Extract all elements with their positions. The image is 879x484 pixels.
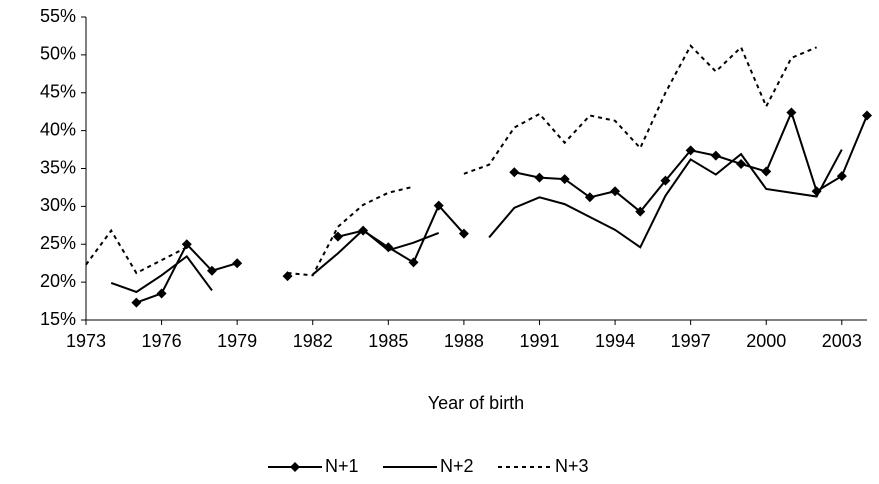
x-tick-label: 2000: [746, 331, 786, 351]
x-tick-label: 1973: [66, 331, 106, 351]
marker: [685, 145, 696, 156]
marker: [458, 228, 469, 239]
y-tick-label: 45%: [40, 82, 76, 102]
marker: [509, 167, 520, 178]
x-tick-label: 1997: [671, 331, 711, 351]
legend-marker: [290, 462, 300, 472]
series-line: [110, 149, 843, 294]
x-tick-label: 1985: [368, 331, 408, 351]
marker: [156, 288, 167, 299]
marker: [584, 192, 595, 203]
marker: [660, 175, 671, 186]
y-tick-label: 50%: [40, 44, 76, 64]
marker: [534, 172, 545, 183]
y-tick-label: 20%: [40, 271, 76, 291]
x-tick-label: 1976: [142, 331, 182, 351]
marker: [332, 231, 343, 242]
legend-label: N+3: [555, 456, 589, 476]
x-tick-label: 1988: [444, 331, 484, 351]
y-tick-label: 15%: [40, 309, 76, 329]
y-tick-label: 30%: [40, 195, 76, 215]
x-axis-label: Year of birth: [428, 393, 524, 413]
marker: [836, 171, 847, 182]
series-line: [136, 109, 868, 304]
x-tick-label: 1994: [595, 331, 635, 351]
x-tick-label: 1982: [293, 331, 333, 351]
legend-label: N+1: [325, 456, 359, 476]
legend-label: N+2: [440, 456, 474, 476]
y-tick-label: 55%: [40, 6, 76, 26]
marker: [559, 174, 570, 185]
marker: [408, 257, 419, 268]
y-tick-label: 40%: [40, 119, 76, 139]
marker: [862, 110, 872, 121]
marker: [433, 200, 444, 211]
x-tick-label: 1991: [519, 331, 559, 351]
marker: [232, 258, 243, 269]
marker: [736, 158, 747, 169]
x-tick-label: 1979: [217, 331, 257, 351]
marker: [181, 239, 192, 250]
marker: [610, 186, 621, 197]
y-tick-label: 35%: [40, 157, 76, 177]
marker: [206, 265, 217, 276]
marker: [131, 297, 142, 308]
x-tick-label: 2003: [822, 331, 862, 351]
marker: [761, 166, 772, 177]
marker: [710, 150, 721, 161]
series-line: [85, 44, 818, 277]
marker: [786, 107, 797, 118]
y-tick-label: 25%: [40, 233, 76, 253]
marker: [635, 206, 646, 217]
